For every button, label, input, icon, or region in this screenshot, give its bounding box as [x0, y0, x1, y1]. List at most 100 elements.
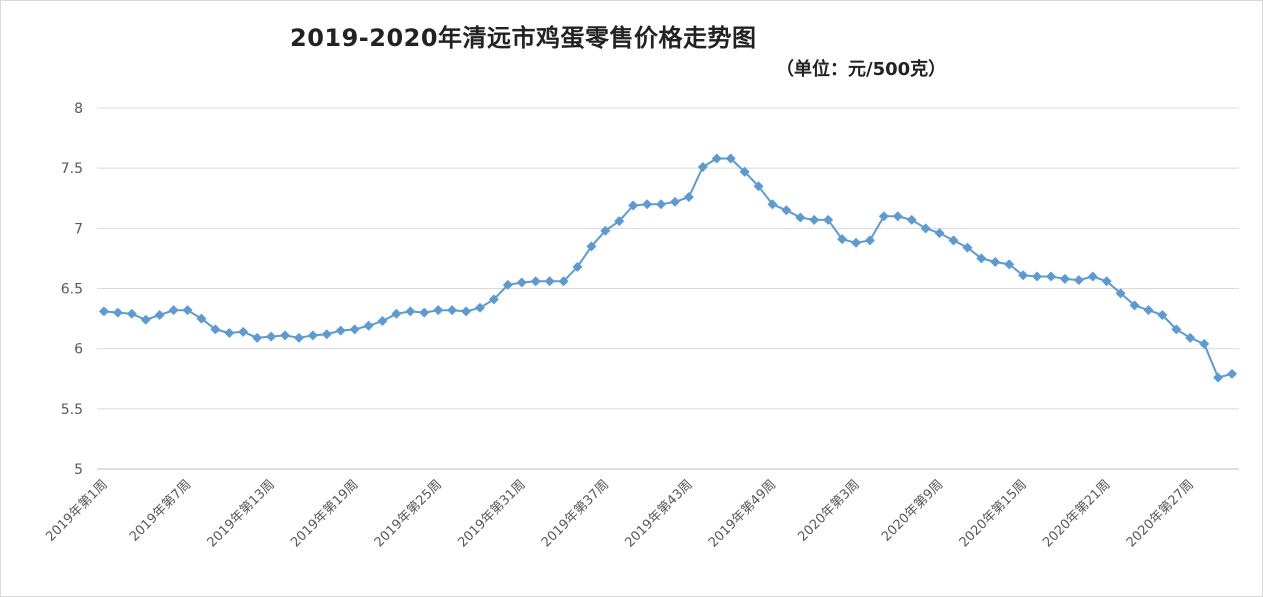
x-tick-label: 2019年第25周	[372, 477, 445, 550]
data-point	[154, 309, 165, 320]
data-point	[934, 228, 945, 239]
series-line	[103, 157, 1233, 379]
data-point	[502, 279, 513, 290]
data-point	[1018, 270, 1029, 281]
data-point	[530, 276, 541, 287]
data-point	[433, 305, 444, 316]
data-point	[628, 200, 639, 211]
data-point	[683, 192, 694, 203]
data-point	[1143, 305, 1154, 316]
data-point	[168, 305, 179, 316]
data-point	[140, 314, 151, 325]
data-point	[321, 329, 332, 340]
data-point	[948, 235, 959, 246]
data-point	[711, 153, 722, 164]
data-point	[1032, 271, 1043, 282]
data-point	[516, 277, 527, 288]
data-point	[809, 214, 820, 225]
data-point	[962, 242, 973, 253]
data-point	[725, 153, 736, 164]
x-axis: 2019年第1周 2019年第7周 2019年第13周 2019年第19周 2019年第…	[43, 477, 1197, 550]
data-point	[474, 302, 485, 313]
y-tick-label: 5	[74, 462, 83, 478]
data-point	[864, 235, 875, 246]
data-point	[669, 196, 680, 207]
series-price	[98, 153, 1238, 383]
data-point	[1129, 300, 1140, 311]
x-tick-label: 2019年第13周	[205, 477, 278, 550]
data-point	[447, 305, 458, 316]
data-point	[349, 324, 360, 335]
data-point	[1101, 276, 1112, 287]
y-tick-label: 8	[74, 101, 83, 117]
y-tick-label: 7	[74, 221, 83, 237]
data-point	[293, 332, 304, 343]
x-tick-label: 2019年第7周	[127, 477, 194, 544]
y-tick-label: 5.5	[61, 402, 83, 418]
data-point	[739, 166, 750, 177]
data-point	[990, 257, 1001, 268]
data-point	[391, 308, 402, 319]
data-point	[892, 211, 903, 222]
data-point	[781, 205, 792, 216]
data-point	[642, 199, 653, 210]
chart-title: 2019-2020年清远市鸡蛋零售价格走势图	[290, 24, 757, 52]
data-point	[1087, 271, 1098, 282]
data-point	[112, 307, 123, 318]
data-point	[280, 330, 291, 341]
data-point	[920, 223, 931, 234]
data-point	[558, 276, 569, 287]
data-point	[419, 307, 430, 318]
x-tick-label: 2019年第49周	[706, 477, 779, 550]
data-point	[586, 241, 597, 252]
data-point	[906, 214, 917, 225]
data-point	[335, 325, 346, 336]
data-point	[182, 305, 193, 316]
data-point	[1004, 259, 1015, 270]
data-point	[1157, 309, 1168, 320]
data-point	[1059, 273, 1070, 284]
data-point	[377, 315, 388, 326]
data-point	[572, 261, 583, 272]
data-point	[307, 330, 318, 341]
data-point	[126, 308, 137, 319]
data-point	[1045, 271, 1056, 282]
x-tick-label: 2020年第9周	[879, 477, 946, 544]
data-point	[795, 212, 806, 223]
data-point	[1199, 338, 1210, 349]
data-point	[405, 306, 416, 317]
data-point	[98, 306, 109, 317]
data-point	[823, 214, 834, 225]
data-point	[600, 225, 611, 236]
data-point	[461, 306, 472, 317]
data-point	[976, 253, 987, 264]
data-point	[266, 331, 277, 342]
x-tick-label: 2020年第3周	[795, 477, 862, 544]
data-point	[210, 324, 221, 335]
y-tick-label: 6	[74, 342, 83, 358]
data-point	[1115, 288, 1126, 299]
x-tick-label: 2020年第15周	[957, 477, 1030, 550]
data-point	[238, 326, 249, 337]
x-tick-label: 2019年第19周	[288, 477, 361, 550]
data-point	[1213, 372, 1224, 383]
data-point	[851, 237, 862, 248]
y-tick-label: 7.5	[61, 161, 83, 177]
data-point	[878, 211, 889, 222]
data-point	[1073, 275, 1084, 286]
data-point	[753, 181, 764, 192]
data-point	[697, 161, 708, 172]
data-point	[252, 332, 263, 343]
chart-unit-subtitle: （单位：元/500克）	[776, 59, 947, 80]
y-axis-ticks: 5 5.5 6 6.5 7 7.5 8	[61, 101, 83, 478]
data-point	[488, 294, 499, 305]
data-point	[1227, 368, 1238, 379]
data-point	[656, 199, 667, 210]
data-point	[767, 199, 778, 210]
data-point	[1185, 332, 1196, 343]
data-point	[837, 234, 848, 245]
data-point	[1171, 324, 1182, 335]
y-tick-label: 6.5	[61, 282, 83, 298]
